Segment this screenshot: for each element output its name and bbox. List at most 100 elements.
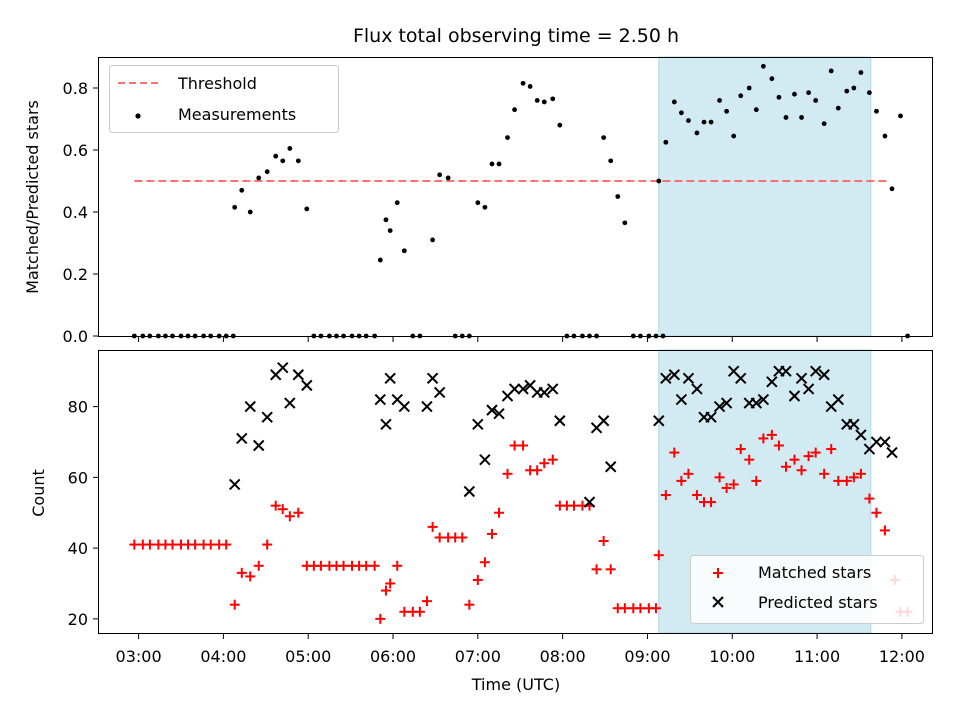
measurement-point — [475, 200, 481, 206]
predicted-point — [493, 407, 505, 420]
measurement-point — [724, 108, 730, 114]
measurement-point — [273, 153, 279, 159]
matched-point — [380, 585, 391, 596]
matched-point — [338, 560, 349, 571]
top-y-tick-label: 0.6 — [63, 141, 88, 160]
matched-point — [676, 475, 687, 486]
predicted-point — [384, 372, 396, 385]
bottom-y-axis-label: Count — [29, 469, 48, 517]
predicted-point — [870, 436, 883, 448]
matched-point — [315, 560, 326, 571]
measurement-point — [295, 158, 301, 164]
matched-point — [619, 603, 630, 614]
matched-point — [605, 564, 616, 575]
measurement-point — [601, 135, 607, 141]
x-axis-label: Time (UTC) — [471, 675, 560, 694]
legend-threshold-label: Threshold — [177, 74, 257, 93]
matched-point — [803, 451, 814, 462]
predicted-point — [508, 383, 521, 395]
predicted-point — [228, 478, 241, 491]
matched-point — [167, 539, 178, 550]
measurement-point — [731, 133, 737, 139]
matched-point — [735, 444, 746, 455]
predicted-point — [675, 393, 688, 406]
bottom-axes-frame — [98, 350, 933, 634]
matched-point — [190, 539, 201, 550]
matched-point — [683, 468, 694, 479]
measurement-point — [835, 105, 841, 111]
measurement-point — [401, 248, 407, 254]
matched-point — [706, 497, 717, 508]
measurement-point — [232, 204, 238, 210]
top-y-tick-label: 0.4 — [63, 203, 88, 222]
matched-point — [479, 557, 490, 568]
measurement-point — [383, 217, 389, 223]
matched-point — [262, 539, 273, 550]
matched-point — [669, 447, 680, 458]
matched-point — [253, 560, 264, 571]
measurement-point — [541, 99, 547, 105]
matched-point — [841, 475, 852, 486]
measurement-point — [678, 110, 684, 116]
bottom-y-tick-label: 20 — [68, 610, 88, 629]
legend-predicted-label: Predicted stars — [758, 593, 878, 612]
top-shaded-interval — [658, 56, 872, 337]
predicted-point — [750, 397, 763, 409]
measurement-point — [813, 98, 819, 103]
matched-point — [270, 500, 281, 511]
predicted-point — [277, 361, 289, 374]
matched-point — [494, 507, 505, 518]
predicted-point — [380, 418, 392, 430]
matched-point — [635, 603, 646, 614]
measurement-point — [239, 187, 245, 193]
bottom-x-tick-label: 06:00 — [370, 647, 416, 666]
predicted-point — [802, 383, 815, 395]
measurement-point — [663, 139, 669, 145]
measurement-point — [304, 206, 310, 212]
measurement-point — [615, 194, 621, 199]
predicted-point — [788, 390, 801, 402]
predicted-point — [517, 383, 529, 395]
matched-point — [236, 567, 247, 578]
measurement-point — [746, 85, 752, 91]
matched-point — [518, 440, 529, 451]
measurement-point — [701, 119, 707, 125]
predicted-point — [433, 386, 446, 399]
measurement-point — [496, 161, 502, 167]
measurement-point — [889, 186, 895, 192]
predicted-point — [605, 461, 617, 473]
measurement-point — [799, 115, 804, 120]
bottom-x-tick-label: 05:00 — [285, 647, 331, 666]
predicted-point — [479, 453, 491, 466]
measurement-point — [828, 68, 834, 74]
predicted-point — [735, 372, 747, 385]
measurement-point — [671, 99, 677, 105]
predicted-point — [253, 439, 265, 452]
measurement-point — [851, 85, 857, 91]
matched-point — [789, 454, 800, 465]
predicted-point — [705, 411, 717, 423]
measurement-point — [534, 98, 540, 103]
predicted-point — [886, 446, 898, 459]
predicted-point — [720, 397, 733, 409]
measurement-point — [874, 108, 879, 114]
matched-point — [284, 511, 295, 522]
matched-point — [591, 564, 602, 575]
matched-point — [509, 440, 520, 451]
predicted-point — [244, 400, 256, 413]
predicted-point — [795, 372, 808, 385]
matched-point — [598, 536, 609, 547]
predicted-point — [879, 436, 891, 448]
measurement-point — [792, 91, 797, 97]
matched-point — [721, 482, 732, 493]
predicted-point — [301, 379, 313, 392]
legend-matched-swatch — [713, 568, 723, 578]
legend-measurements-swatch — [135, 113, 141, 119]
top-y-axis-label: Matched/Predicted stars — [23, 100, 42, 294]
predicted-point — [292, 369, 305, 381]
matched-point — [653, 550, 664, 561]
matched-point — [375, 613, 386, 624]
bottom-x-ticks: 03:00 04:00 05:00 06:00 07:00 08:00 09:00 10:00… — [116, 633, 925, 666]
matched-point — [773, 440, 784, 451]
measurement-point — [776, 94, 782, 100]
